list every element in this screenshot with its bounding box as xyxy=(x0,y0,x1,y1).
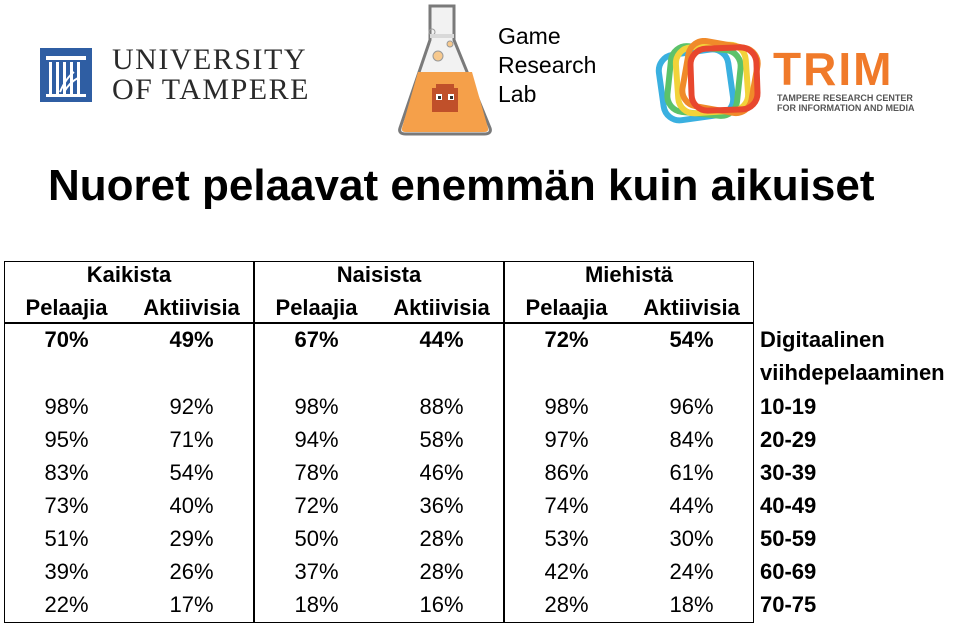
table-cell: 18% xyxy=(294,592,339,617)
lab-line-3: Lab xyxy=(498,81,537,107)
table-cell: 37% xyxy=(294,559,339,584)
total-cell: 44% xyxy=(419,327,464,352)
row-label: 50-59 xyxy=(760,526,817,551)
total-cell: 67% xyxy=(294,327,339,352)
table-header-divider xyxy=(4,322,754,324)
table-cell: 88% xyxy=(419,394,464,419)
flask-icon xyxy=(398,4,492,136)
subheader: Aktiivisia xyxy=(143,295,240,320)
trim-sub-line-2: FOR INFORMATION AND MEDIA xyxy=(777,103,915,113)
table-cell: 30% xyxy=(669,526,714,551)
table-cell: 94% xyxy=(294,427,339,452)
table-cell: 73% xyxy=(44,493,89,518)
total-row-label-line-2: viihdepelaaminen xyxy=(760,360,945,385)
lab-line-1: Game xyxy=(498,23,561,49)
group-header-miehista: Miehistä xyxy=(584,262,674,287)
university-emblem-icon xyxy=(40,48,92,102)
table-cell: 29% xyxy=(169,526,214,551)
university-line-1: UNIVERSITY xyxy=(112,43,307,76)
total-cell: 72% xyxy=(544,327,589,352)
table-cell: 18% xyxy=(669,592,714,617)
total-cell: 70% xyxy=(44,327,89,352)
row-label: 30-39 xyxy=(760,460,817,485)
page-title: Nuoret pelaavat enemmän kuin aikuiset xyxy=(48,161,875,210)
table-cell: 92% xyxy=(169,394,214,419)
subheader: Pelaajia xyxy=(525,295,608,320)
table-cell: 53% xyxy=(544,526,589,551)
total-cell: 49% xyxy=(169,327,214,352)
row-label: 60-69 xyxy=(760,559,817,584)
game-research-lab-label: Game Research Lab xyxy=(498,22,596,109)
subheader: Aktiivisia xyxy=(393,295,490,320)
total-row-label-line-1: Digitaalinen xyxy=(760,327,885,352)
table-divider xyxy=(253,261,255,623)
table-cell: 22% xyxy=(44,592,89,617)
table-divider xyxy=(503,261,505,623)
row-label: 40-49 xyxy=(760,493,817,518)
table-cell: 40% xyxy=(169,493,214,518)
row-label: 20-29 xyxy=(760,427,817,452)
trim-rings-icon xyxy=(655,38,761,124)
university-line-2: OF TAMPERE xyxy=(112,73,310,106)
table-cell: 44% xyxy=(669,493,714,518)
table-cell: 39% xyxy=(44,559,89,584)
table-cell: 17% xyxy=(169,592,214,617)
table-cell: 42% xyxy=(544,559,589,584)
table-cell: 78% xyxy=(294,460,339,485)
subheader: Pelaajia xyxy=(275,295,358,320)
subheader: Aktiivisia xyxy=(643,295,740,320)
table-cell: 28% xyxy=(544,592,589,617)
table-cell: 83% xyxy=(44,460,89,485)
lab-line-2: Research xyxy=(498,52,597,78)
table-cell: 71% xyxy=(169,427,214,452)
trim-subtitle: TAMPERE RESEARCH CENTER FOR INFORMATION … xyxy=(777,93,915,113)
table-cell: 96% xyxy=(669,394,714,419)
table-cell: 84% xyxy=(669,427,714,452)
subheader: Pelaajia xyxy=(25,295,108,320)
table-cell: 74% xyxy=(544,493,589,518)
table-cell: 16% xyxy=(419,592,464,617)
row-label: 10-19 xyxy=(760,394,817,419)
table-cell: 97% xyxy=(544,427,589,452)
trim-wordmark: TRIM xyxy=(773,43,894,95)
table-cell: 26% xyxy=(169,559,214,584)
trim-sub-line-1: TAMPERE RESEARCH CENTER xyxy=(777,93,913,103)
table-cell: 50% xyxy=(294,526,339,551)
university-name: UNIVERSITY OF TAMPERE xyxy=(112,45,310,105)
group-header-kaikista: Kaikista xyxy=(86,262,172,287)
table-cell: 98% xyxy=(294,394,339,419)
group-header-naisista: Naisista xyxy=(336,262,422,287)
total-cell: 54% xyxy=(669,327,714,352)
table-cell: 72% xyxy=(294,493,339,518)
table-cell: 28% xyxy=(419,559,464,584)
table-cell: 36% xyxy=(419,493,464,518)
table-cell: 98% xyxy=(544,394,589,419)
table-cell: 98% xyxy=(44,394,89,419)
trim-logo: TRIM TAMPERE RESEARCH CENTER FOR INFORMA… xyxy=(655,38,915,128)
table-cell: 46% xyxy=(419,460,464,485)
table-cell: 58% xyxy=(419,427,464,452)
table-cell: 61% xyxy=(669,460,714,485)
table-cell: 95% xyxy=(44,427,89,452)
row-label: 70-75 xyxy=(760,592,817,617)
table-cell: 86% xyxy=(544,460,589,485)
table-cell: 54% xyxy=(169,460,214,485)
table-cell: 24% xyxy=(669,559,714,584)
table-cell: 51% xyxy=(44,526,89,551)
university-of-tampere-logo: UNIVERSITY OF TAMPERE xyxy=(40,45,340,105)
table-cell: 28% xyxy=(419,526,464,551)
